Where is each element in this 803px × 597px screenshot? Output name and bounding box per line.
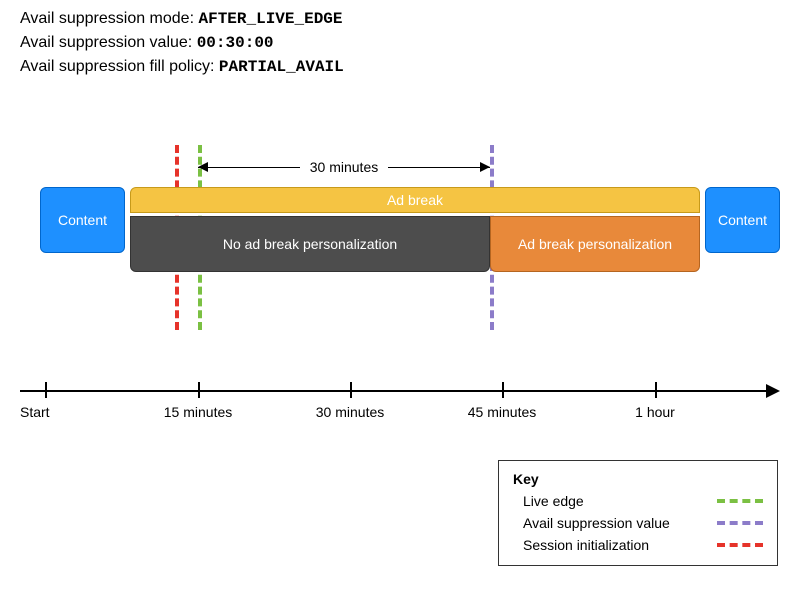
timeline-tick [502,382,504,398]
config-value-label: Avail suppression value: [20,34,192,51]
timeline-tick-label: 30 minutes [316,404,384,420]
legend-row: Avail suppression value [513,515,763,531]
timeline-tick-label: Start [20,404,50,420]
config-value-value: 00:30:00 [197,34,274,52]
config-mode: Avail suppression mode: AFTER_LIVE_EDGE [20,10,803,28]
legend-label: Avail suppression value [523,515,670,531]
content-left-label: Content [58,212,107,228]
config-value: Avail suppression value: 00:30:00 [20,34,803,52]
timeline-tick-label: 15 minutes [164,404,232,420]
timeline-tick-label: 1 hour [635,404,675,420]
arrow-left-icon [198,162,208,172]
legend-label: Session initialization [523,537,649,553]
ad-personalization-block: Ad break personalization [490,216,700,272]
content-right-label: Content [718,212,767,228]
legend: Key Live edge Avail suppression value Sess… [498,460,778,566]
config-mode-label: Avail suppression mode: [20,10,194,27]
config-policy-value: PARTIAL_AVAIL [219,58,344,76]
arrow-right-icon [480,162,490,172]
timeline-tick [655,382,657,398]
no-ad-label: No ad break personalization [223,236,397,252]
content-block-left: Content [40,187,125,253]
timeline-tick [350,382,352,398]
legend-swatch [717,543,763,547]
span-arrow: 30 minutes [198,157,490,177]
legend-swatch [717,521,763,525]
diagram: 30 minutes Content Ad break No ad break … [20,145,780,345]
legend-label: Live edge [523,493,584,509]
config-policy: Avail suppression fill policy: PARTIAL_A… [20,58,803,76]
legend-row: Session initialization [513,537,763,553]
legend-row: Live edge [513,493,763,509]
timeline-tick [45,382,47,398]
timeline-tick-label: 45 minutes [468,404,536,420]
timeline-tick [198,382,200,398]
legend-swatch [717,499,763,503]
span-label: 30 minutes [300,159,388,175]
ad-pers-label: Ad break personalization [518,236,672,252]
content-block-right: Content [705,187,780,253]
timeline-arrow-icon [766,384,780,398]
ad-break-label: Ad break [387,192,443,208]
timeline-axis [20,390,770,392]
no-ad-personalization-block: No ad break personalization [130,216,490,272]
config-mode-value: AFTER_LIVE_EDGE [198,10,342,28]
legend-title: Key [513,471,763,487]
ad-break-block: Ad break [130,187,700,213]
config-policy-label: Avail suppression fill policy: [20,58,214,75]
